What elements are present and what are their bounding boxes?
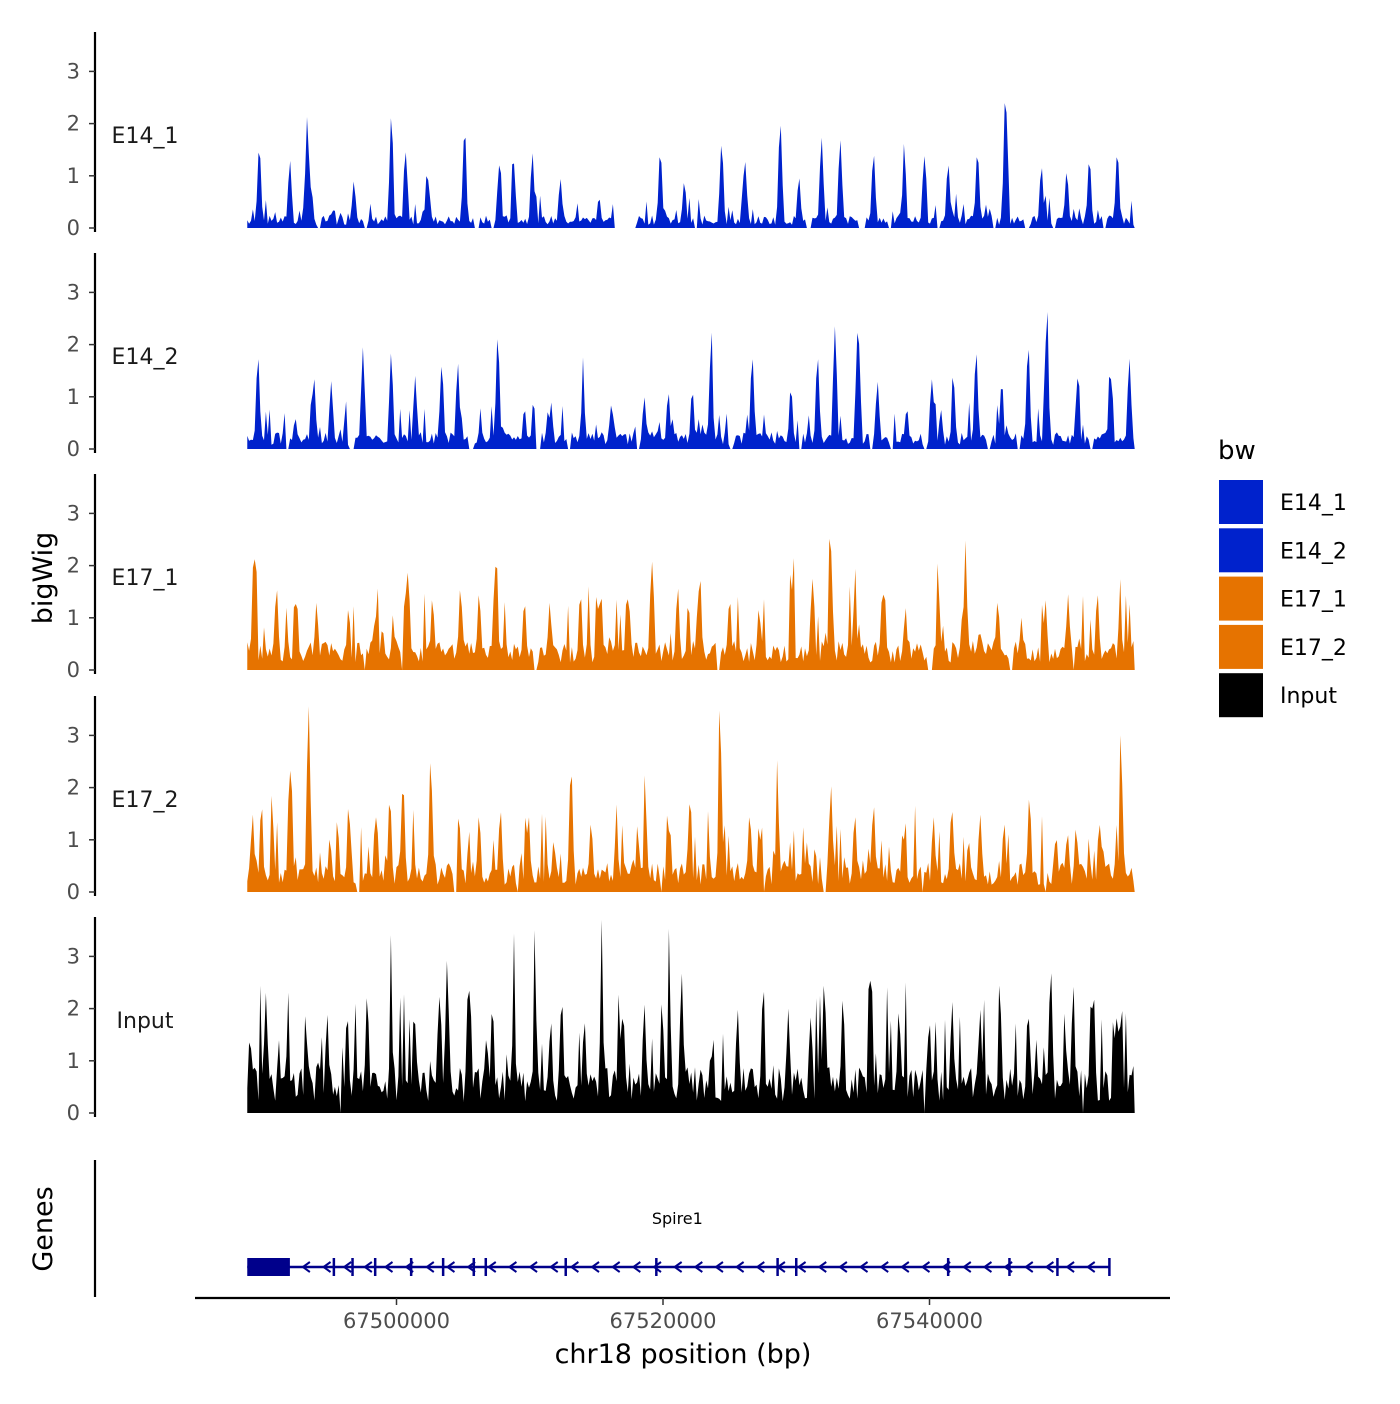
strand-arrow xyxy=(693,1261,703,1273)
legend-label-E14_2: E14_2 xyxy=(1280,539,1347,564)
y-tick-label: 1 xyxy=(67,606,80,630)
y-tick-label: 3 xyxy=(67,944,80,968)
strand-arrow xyxy=(383,1261,394,1273)
track-Input: 0 1 2 3 Input xyxy=(67,917,1135,1125)
strand-arrow xyxy=(672,1261,683,1273)
track-label-E17_2: E17_2 xyxy=(112,788,179,813)
legend-swatch-E17_1 xyxy=(1219,576,1263,621)
track-E17_2: 0 1 2 3 E17_2 xyxy=(67,696,1135,904)
legend-label-E14_1: E14_1 xyxy=(1280,491,1347,516)
strand-arrow xyxy=(734,1261,745,1273)
strand-arrow xyxy=(363,1261,373,1273)
y-tick-label: 2 xyxy=(67,554,80,578)
y-tick-label: 0 xyxy=(67,1101,80,1125)
y-tick-label: 1 xyxy=(67,385,80,409)
strand-arrow xyxy=(858,1261,869,1273)
strand-arrow xyxy=(1065,1261,1075,1273)
legend-swatch-E14_1 xyxy=(1219,480,1263,524)
track-label-E14_2: E14_2 xyxy=(112,345,179,370)
track-E17_1: 0 1 2 3 E17_1 xyxy=(67,474,1135,682)
x-tick-label: 67520000 xyxy=(610,1309,717,1333)
strand-arrow xyxy=(507,1261,518,1273)
y-tick-label: 1 xyxy=(67,828,80,852)
y-tick-label: 1 xyxy=(67,164,80,188)
strand-arrow xyxy=(962,1261,972,1273)
y-axis-title-genes: Genes xyxy=(28,1186,59,1271)
strand-arrow xyxy=(817,1261,827,1273)
strand-arrow xyxy=(610,1261,621,1273)
strand-arrow xyxy=(838,1261,848,1273)
y-tick-label: 2 xyxy=(67,997,80,1021)
legend-swatch-E17_2 xyxy=(1219,624,1263,669)
y-tick-label: 0 xyxy=(67,437,80,461)
strand-arrow xyxy=(528,1261,538,1273)
signal-area-Input xyxy=(247,919,1135,1113)
track-label-Input: Input xyxy=(117,1009,174,1034)
signal-area-E17_2 xyxy=(247,706,1135,892)
y-tick-label: 0 xyxy=(67,658,80,682)
strand-arrow xyxy=(879,1261,889,1273)
x-axis-title: chr18 position (bp) xyxy=(555,1339,812,1370)
strand-arrow xyxy=(920,1261,931,1273)
y-axis-title-bigwig: bigWig xyxy=(28,532,59,625)
y-tick-label: 0 xyxy=(67,880,80,904)
gene-utr-block xyxy=(247,1258,290,1276)
strand-arrow xyxy=(1044,1261,1055,1273)
y-tick-label: 3 xyxy=(67,501,80,525)
legend-label-Input: Input xyxy=(1280,684,1337,709)
strand-arrow xyxy=(301,1261,311,1273)
genes-panel: Spire1 xyxy=(93,1160,1111,1297)
y-tick-label: 0 xyxy=(67,216,80,240)
x-tick-label: 67500000 xyxy=(343,1309,450,1333)
strand-arrow xyxy=(569,1261,579,1273)
strand-arrow xyxy=(445,1261,456,1273)
y-tick-label: 2 xyxy=(67,333,80,357)
strand-arrow xyxy=(652,1261,662,1273)
y-tick-label: 3 xyxy=(67,59,80,83)
gene-Spire1: Spire1 xyxy=(247,1209,1111,1276)
y-tick-label: 3 xyxy=(67,723,80,747)
legend-title: bw xyxy=(1218,436,1256,466)
strand-arrow xyxy=(1086,1261,1096,1273)
y-tick-label: 2 xyxy=(67,112,80,136)
strand-arrow xyxy=(342,1261,352,1273)
signal-area-E17_1 xyxy=(247,538,1135,670)
y-tick-label: 2 xyxy=(67,776,80,800)
legend-label-E17_2: E17_2 xyxy=(1280,636,1347,661)
strand-arrow xyxy=(590,1261,600,1273)
gene-label: Spire1 xyxy=(652,1209,703,1228)
track-label-E14_1: E14_1 xyxy=(112,124,179,149)
bigwig-tracks: 0 1 2 3 E14_1 0 1 2 3 E14_2 0 1 2 3 E17_1 0 1 2 3 E17_2 0 1 2 3… xyxy=(67,32,1135,1125)
strand-arrow xyxy=(900,1261,910,1273)
x-tick-label: 67540000 xyxy=(876,1309,983,1333)
track-E14_1: 0 1 2 3 E14_1 xyxy=(67,32,1135,240)
y-tick-label: 1 xyxy=(67,1049,80,1073)
strand-arrow xyxy=(755,1261,765,1273)
strand-arrow xyxy=(487,1261,497,1273)
signal-area-E14_2 xyxy=(247,312,1135,449)
track-E14_2: 0 1 2 3 E14_2 xyxy=(67,253,1135,461)
legend: bw E14_1 E14_2 E17_1 E17_2 Input xyxy=(1218,436,1347,718)
strand-arrow xyxy=(631,1261,641,1273)
legend-swatch-E14_2 xyxy=(1219,528,1263,573)
strand-arrow xyxy=(549,1261,559,1273)
strand-arrow xyxy=(714,1261,724,1273)
signal-area-E14_1 xyxy=(247,103,1135,228)
legend-swatch-Input xyxy=(1219,673,1263,718)
y-tick-label: 3 xyxy=(67,280,80,304)
strand-arrow xyxy=(796,1261,807,1273)
strand-arrow xyxy=(1024,1261,1034,1273)
legend-label-E17_1: E17_1 xyxy=(1280,588,1347,613)
strand-arrow xyxy=(321,1261,332,1273)
strand-arrow xyxy=(982,1261,993,1273)
x-axis: 67500000 67520000 67540000 xyxy=(195,1296,1170,1333)
strand-arrow xyxy=(425,1261,435,1273)
track-label-E17_1: E17_1 xyxy=(112,566,179,591)
